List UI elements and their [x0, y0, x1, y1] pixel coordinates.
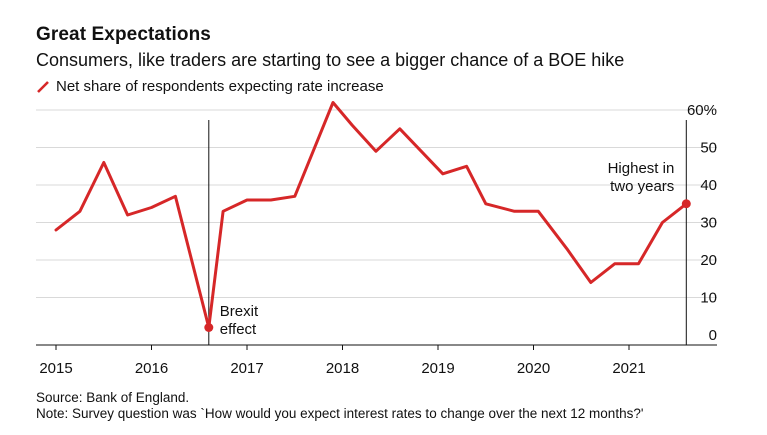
annotation-brexit: Brexit [220, 303, 259, 320]
chart-subtitle: Consumers, like traders are starting to … [36, 50, 625, 70]
annotation-highest: Highest in [608, 160, 675, 177]
x-tick-label: 2019 [421, 360, 454, 377]
y-tick-label: 30 [700, 215, 717, 232]
x-tick-label: 2018 [326, 360, 359, 377]
x-tick-label: 2016 [135, 360, 168, 377]
x-tick-label: 2017 [230, 360, 263, 377]
footnote: Note: Survey question was `How would you… [36, 406, 644, 421]
x-tick-label: 2021 [612, 360, 645, 377]
highlight-point [681, 199, 691, 209]
y-tick-label: 40 [700, 177, 717, 194]
y-tick-label: 10 [700, 290, 717, 307]
series-line [54, 101, 688, 329]
legend-label: Net share of respondents expecting rate … [56, 78, 384, 95]
y-tick-label: 20 [700, 252, 717, 269]
chart-title: Great Expectations [36, 24, 211, 45]
annotation-brexit: effect [220, 321, 257, 338]
y-tick-label: 0 [709, 327, 717, 344]
legend: Net share of respondents expecting rate … [36, 78, 384, 95]
y-tick-label: 50 [700, 140, 717, 157]
x-tick-label: 2020 [517, 360, 550, 377]
annotation-highest: two years [610, 178, 674, 195]
y-tick-label: 60% [687, 102, 717, 119]
legend-swatch [37, 80, 49, 93]
source-note: Source: Bank of England. [36, 390, 190, 405]
x-tick-label: 2015 [39, 360, 72, 377]
highlight-point [204, 323, 214, 332]
